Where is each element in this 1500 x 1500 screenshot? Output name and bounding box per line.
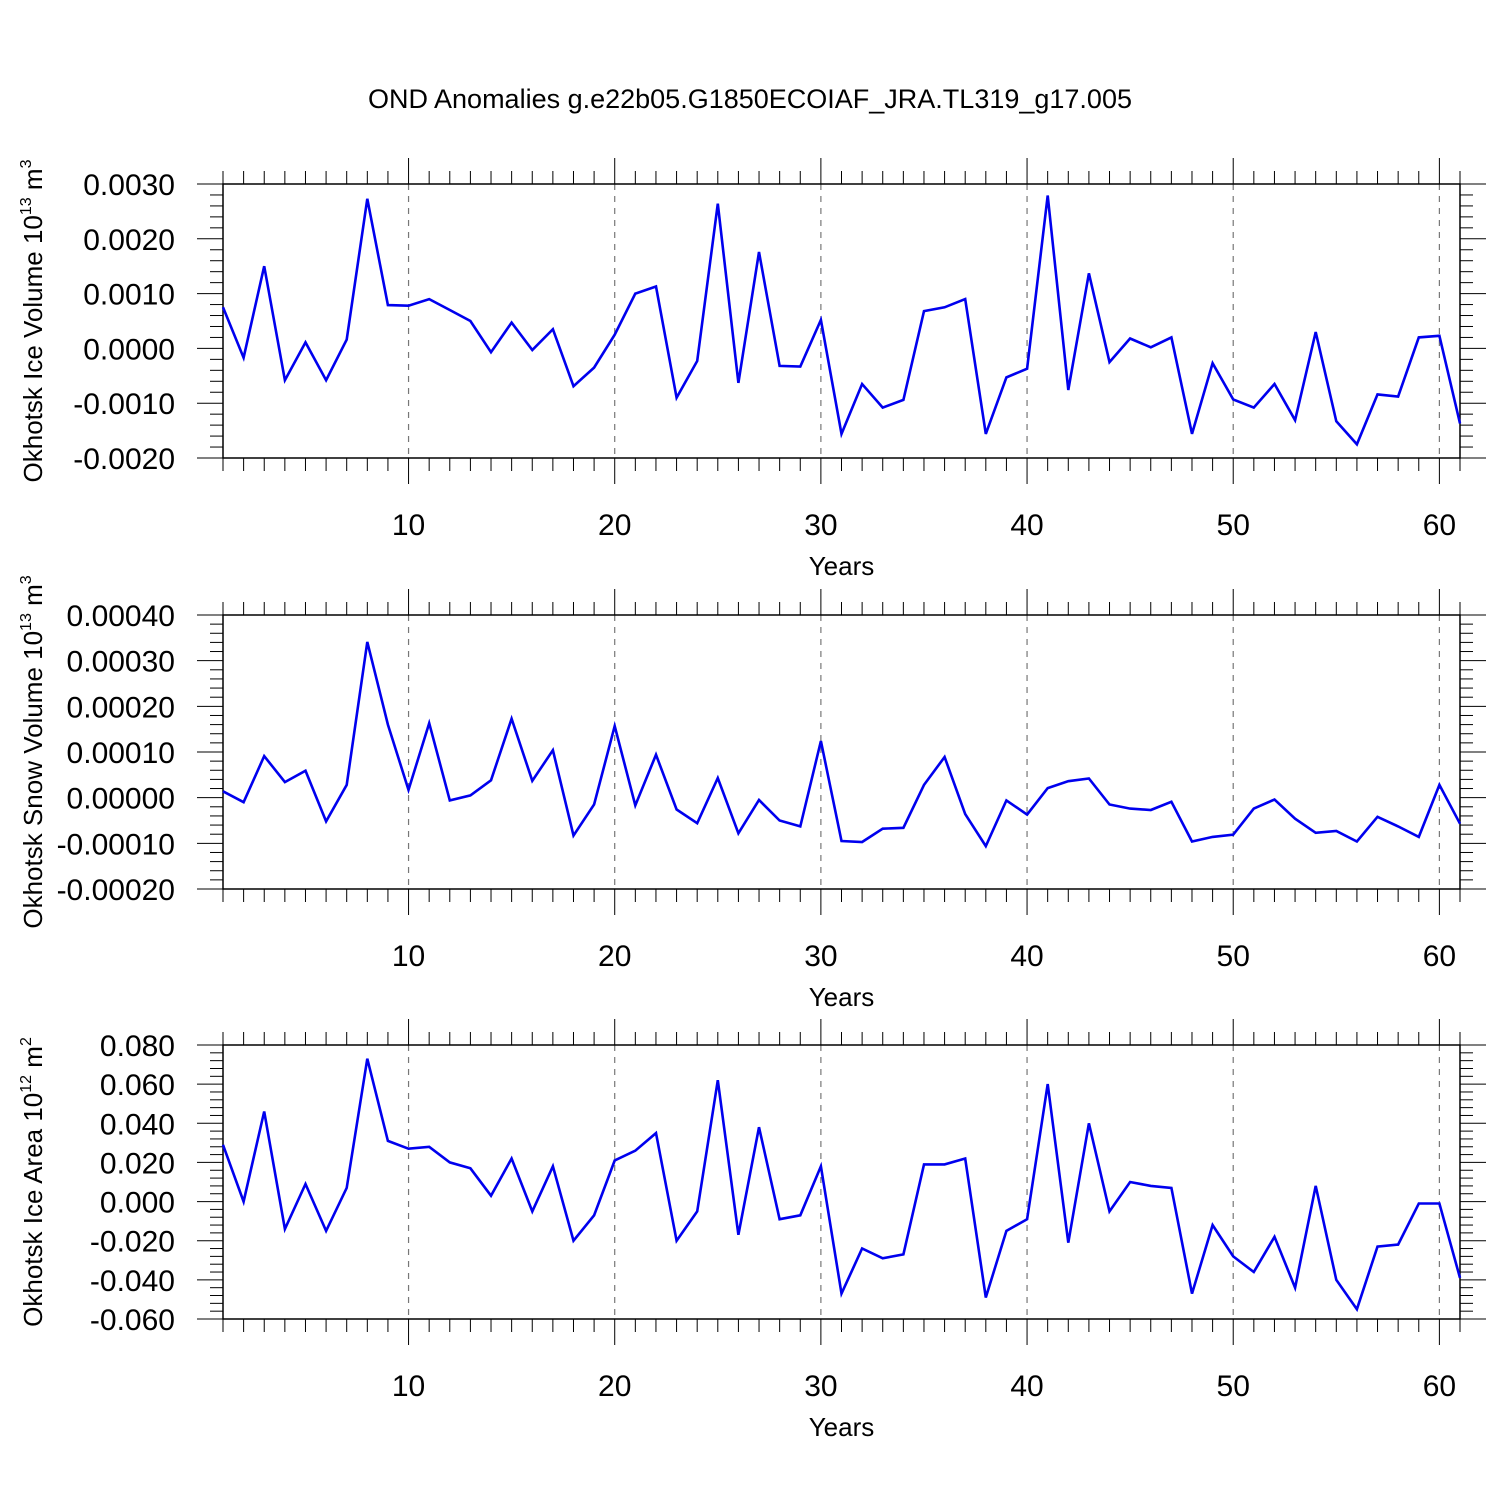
y-axis-title-text: Okhotsk Ice Volume 10 [18,215,48,482]
y-axis-title-unit: m [18,1046,48,1075]
x-tick-label: 40 [1010,1370,1043,1403]
y-axis-title: Okhotsk Ice Area 1012 m2 [18,1037,48,1327]
x-tick-label: 30 [804,1370,837,1403]
y-tick-label: 0.0010 [83,279,175,312]
y-tick-label: 0.060 [100,1069,175,1102]
y-tick-label: -0.00020 [57,874,175,907]
y-tick-label: -0.0010 [73,388,175,421]
y-axis-title-unit: m [18,584,48,613]
y-axis-title-unit: m [18,168,48,197]
x-tick-label: 20 [598,940,631,973]
chart-panel-3: -0.060 -0.040 -0.020 0.000 0.020 0.040 0.060 0.… [18,1019,1486,1442]
x-tick-label: 50 [1217,1370,1250,1403]
y-tick-label: 0.00040 [67,600,175,633]
y-tick-label: 0.0000 [83,333,175,366]
y-axis-title-exponent: 13 [18,613,35,631]
y-tick-label: 0.00030 [67,646,175,679]
y-axis-title-unit-exponent: 2 [18,1037,35,1046]
x-tick-label: 60 [1423,1370,1456,1403]
x-tick-label: 10 [392,940,425,973]
y-tick-label: -0.00010 [57,828,175,861]
y-tick-label: 0.0020 [83,224,175,257]
y-axis-title-exponent: 12 [18,1075,35,1093]
y-tick-label: 0.00000 [67,783,175,816]
y-tick-label: -0.060 [90,1304,175,1337]
y-tick-label: -0.040 [90,1265,175,1298]
x-axis-title: Years [809,1412,875,1442]
y-tick-label: 0.00010 [67,737,175,770]
y-tick-label: 0.00020 [67,691,175,724]
chart-panel-1: -0.0020 -0.0010 0.0000 0.0010 0.0020 0.0030 10… [18,158,1486,581]
x-tick-label: 60 [1423,509,1456,542]
y-axis-title-text: Okhotsk Snow Volume 10 [18,631,48,929]
y-tick-label: 0.020 [100,1147,175,1180]
y-axis-title-exponent: 13 [18,197,35,215]
x-tick-label: 10 [392,509,425,542]
x-tick-label: 50 [1217,940,1250,973]
y-tick-label: 0.000 [100,1187,175,1220]
y-tick-label: 0.080 [100,1030,175,1063]
x-tick-label: 40 [1010,509,1043,542]
x-tick-label: 10 [392,1370,425,1403]
x-tick-label: 20 [598,1370,631,1403]
y-axis-title-text: Okhotsk Ice Area 10 [18,1093,48,1327]
chart-panels: -0.0020 -0.0010 0.0000 0.0010 0.0020 0.0030 10… [18,158,1486,1442]
y-tick-label: 0.040 [100,1108,175,1141]
y-tick-label: -0.0020 [73,443,175,476]
x-axis-title: Years [809,551,875,581]
y-axis-title: Okhotsk Ice Volume 1013 m3 [18,159,48,482]
x-axis-title: Years [809,982,875,1012]
y-axis-title-unit-exponent: 3 [18,575,35,584]
x-tick-label: 50 [1217,509,1250,542]
x-tick-label: 30 [804,940,837,973]
x-tick-label: 20 [598,509,631,542]
y-axis-title-unit-exponent: 3 [18,159,35,168]
y-tick-label: -0.020 [90,1226,175,1259]
x-tick-label: 60 [1423,940,1456,973]
y-axis-title: Okhotsk Snow Volume 1013 m3 [18,575,48,928]
x-tick-label: 40 [1010,940,1043,973]
chart-panel-2: -0.00020 -0.00010 0.00000 0.00010 0.00020 0.0… [18,575,1486,1012]
y-tick-label: 0.0030 [83,169,175,202]
x-tick-label: 30 [804,509,837,542]
figure-title: OND Anomalies g.e22b05.G1850ECOIAF_JRA.T… [368,84,1132,114]
